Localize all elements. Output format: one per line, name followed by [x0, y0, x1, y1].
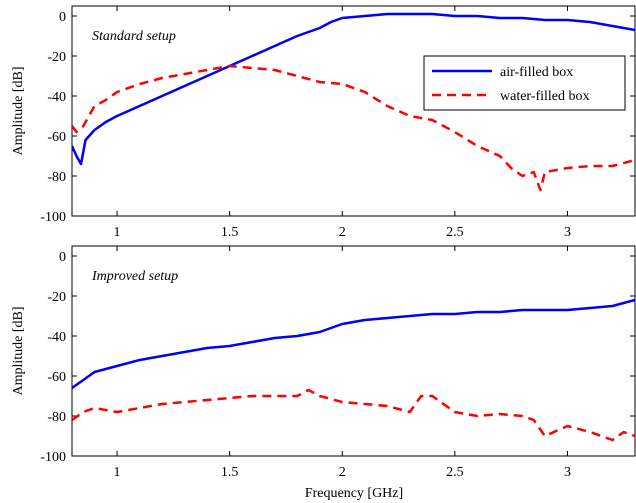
y-tick-label: -20 — [47, 290, 66, 305]
panel-title: Improved setup — [91, 269, 178, 284]
legend-label-water: water-filled box — [500, 89, 590, 104]
x-ticks: 1 1.5 2 2.5 3 — [114, 246, 571, 480]
y-axis-label: Amplitude [dB] — [11, 66, 26, 155]
x-tick-label: 3 — [564, 225, 571, 240]
y-tick-label: -80 — [47, 410, 66, 425]
improved-setup-panel: 0 -20 -40 -60 -80 -100 1 1.5 2 2.5 3 Improved set… — [11, 245, 636, 501]
series-line-air-filled-box — [72, 12, 635, 166]
x-tick-label: 3 — [564, 465, 571, 480]
series-layer — [72, 12, 635, 192]
panel-title: Standard setup — [92, 29, 176, 44]
x-axis-label: Frequency [GHz] — [305, 486, 403, 501]
series-line-air-filled-box — [72, 298, 635, 390]
x-tick-label: 2 — [339, 465, 346, 480]
x-tick-label: 1 — [114, 225, 121, 240]
plot-frame — [71, 5, 636, 217]
y-tick-label: -20 — [47, 50, 66, 65]
y-ticks: 0 -20 -40 -60 -80 -100 — [40, 250, 635, 465]
series-layer — [72, 298, 635, 442]
y-tick-label: -40 — [47, 330, 66, 345]
x-ticks: 1 1.5 2 2.5 3 — [114, 6, 571, 240]
x-tick-label: 1.5 — [221, 225, 239, 240]
plot-frame — [71, 245, 636, 457]
legend-box — [423, 55, 626, 111]
x-tick-label: 1 — [114, 465, 121, 480]
x-tick-label: 2.5 — [446, 465, 464, 480]
legend-label-air: air-filled box — [500, 65, 573, 80]
series-line-water-filled-box — [72, 388, 635, 442]
y-ticks: 0 -20 -40 -60 -80 -100 — [40, 10, 635, 225]
x-tick-label: 1.5 — [221, 465, 239, 480]
legend: air-filled box water-filled box — [423, 55, 626, 111]
y-tick-label: -80 — [47, 170, 66, 185]
y-tick-label: 0 — [59, 10, 66, 25]
y-axis-label: Amplitude [dB] — [11, 306, 26, 395]
series-line-water-filled-box — [72, 64, 635, 192]
x-tick-label: 2.5 — [446, 225, 464, 240]
standard-setup-panel: 0 -20 -40 -60 -80 -100 1 1.5 2 2.5 3 Standard set… — [11, 5, 636, 240]
y-tick-label: 0 — [59, 250, 66, 265]
y-tick-label: -60 — [47, 370, 66, 385]
y-tick-label: -60 — [47, 130, 66, 145]
x-tick-label: 2 — [339, 225, 346, 240]
y-tick-label: -100 — [40, 450, 66, 465]
y-tick-label: -100 — [40, 210, 66, 225]
y-tick-label: -40 — [47, 90, 66, 105]
